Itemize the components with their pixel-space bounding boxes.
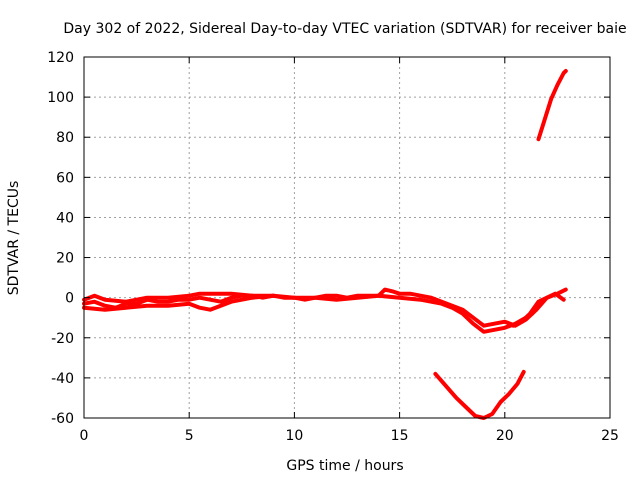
x-tick-label: 20 <box>496 428 514 444</box>
x-tick-label: 25 <box>601 428 619 444</box>
y-tick-label: 0 <box>65 291 74 307</box>
y-tick-label: 100 <box>47 90 74 106</box>
y-axis-label: SDTVAR / TECUs <box>6 181 22 296</box>
y-tick-label: -20 <box>51 331 74 347</box>
y-tick-label: 60 <box>56 170 74 186</box>
series-line-main-band <box>82 287 568 328</box>
y-tick-label: -60 <box>51 411 74 427</box>
x-axis-label: GPS time / hours <box>286 458 403 474</box>
series-line-dip-arc <box>433 369 526 420</box>
series-layer <box>82 69 568 420</box>
y-tick-label: 120 <box>47 50 74 66</box>
x-tick-label: 10 <box>285 428 303 444</box>
y-tick-label: 80 <box>56 130 74 146</box>
grid <box>84 57 610 418</box>
y-tick-label: 40 <box>56 210 74 226</box>
series-line-rising-tail <box>511 291 566 328</box>
chart-title: Day 302 of 2022, Sidereal Day-to-day VTE… <box>63 21 626 37</box>
ticks: 0 5 10 15 20 25 -60 -40 -20 0 20 40 60 80 100 120 <box>47 50 619 444</box>
series-line-upper-branch <box>82 291 276 304</box>
x-tick-label: 15 <box>391 428 409 444</box>
series-line-lower-branch <box>82 293 535 334</box>
plot-frame <box>83 56 611 419</box>
x-tick-label: 0 <box>80 428 89 444</box>
x-tick-label: 5 <box>185 428 194 444</box>
y-tick-label: 20 <box>56 251 74 267</box>
series-line-high-spike <box>536 69 568 142</box>
y-tick-label: -40 <box>51 371 74 387</box>
